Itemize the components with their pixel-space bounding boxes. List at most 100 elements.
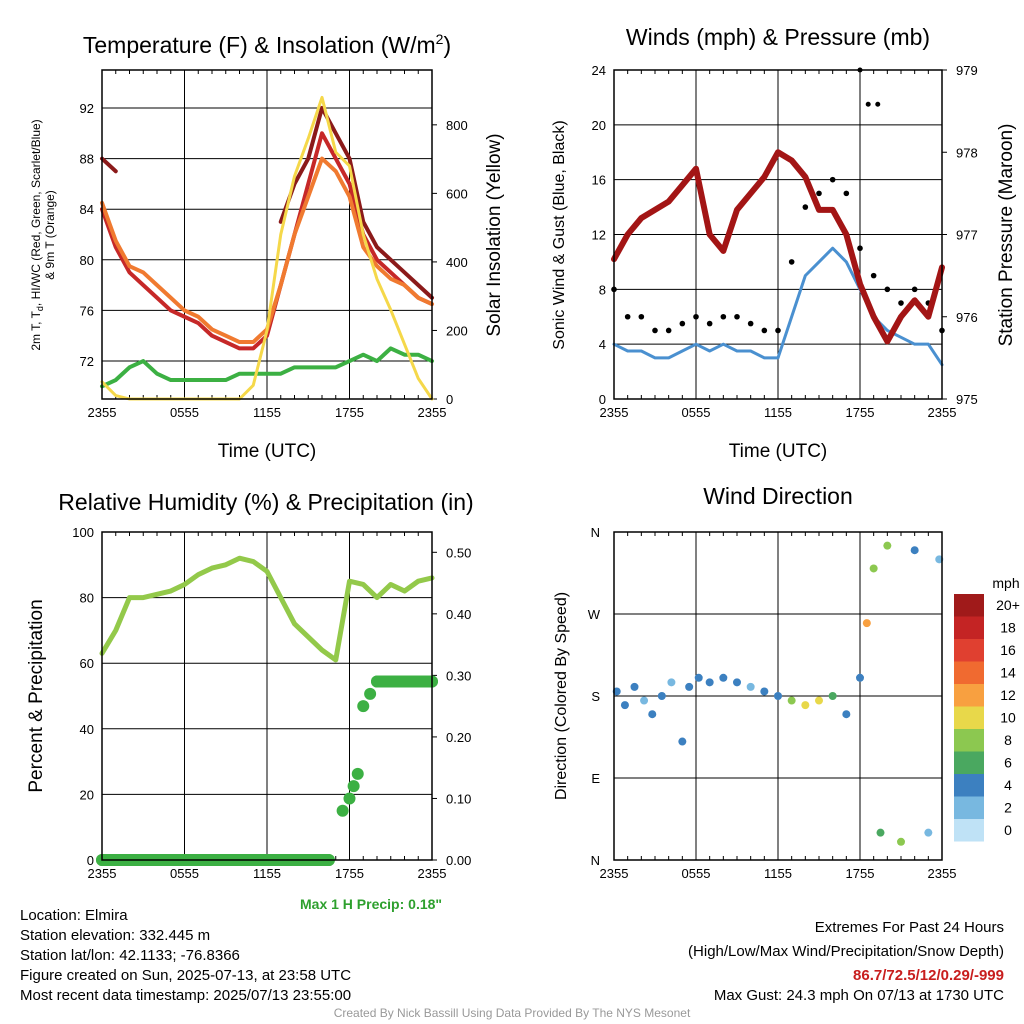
wind-xlabel: Time (UTC) bbox=[729, 441, 828, 462]
y-tick-label: 88 bbox=[80, 152, 94, 167]
direction-point bbox=[719, 673, 728, 682]
y-tick-label: 20 bbox=[80, 787, 94, 802]
recent-text: Most recent data timestamp: 2025/07/13 2… bbox=[20, 987, 352, 1004]
x-tick-label: 0555 bbox=[682, 405, 711, 420]
y2-tick-label: 400 bbox=[446, 255, 468, 270]
y2-tick-label: 976 bbox=[956, 310, 978, 325]
gust-point bbox=[734, 313, 740, 320]
extremes-info: Extremes For Past 24 Hours (High/Low/Max… bbox=[688, 918, 1004, 1006]
direction-point bbox=[828, 692, 837, 700]
direction-point bbox=[883, 541, 892, 550]
x-tick-label: 1755 bbox=[846, 866, 875, 881]
colorbar-label: 0 bbox=[1004, 822, 1012, 838]
wind-ylabel-left: Sonic Wind & Gust (Blue, Black) bbox=[551, 120, 568, 349]
gust-point bbox=[843, 190, 850, 197]
y-tick-label: 4 bbox=[599, 337, 606, 352]
colorbar-swatch bbox=[954, 639, 984, 662]
gust-point bbox=[679, 320, 686, 327]
y-tick-label: 84 bbox=[80, 202, 94, 217]
gust-point bbox=[802, 204, 809, 210]
y-tick-label: 24 bbox=[592, 63, 606, 78]
gust-point bbox=[898, 300, 904, 306]
gust-point bbox=[857, 245, 863, 252]
x-tick-label: 2355 bbox=[928, 866, 957, 881]
direction-point bbox=[678, 737, 687, 746]
rh-ylabel-left: Percent & Precipitation bbox=[26, 599, 47, 792]
y2-tick-label: 600 bbox=[446, 186, 468, 201]
y2-tick-label: 0.50 bbox=[446, 545, 471, 560]
created-text: Figure created on Sun, 2025-07-13, at 23… bbox=[20, 967, 352, 984]
colorbar-swatch bbox=[954, 616, 984, 639]
x-tick-label: 1755 bbox=[846, 405, 875, 420]
gust-point bbox=[747, 320, 754, 327]
y-tick-label: 92 bbox=[80, 101, 94, 116]
colorbar-swatch bbox=[954, 796, 984, 819]
direction-point bbox=[620, 701, 629, 710]
extremes-subtitle: (High/Low/Max Wind/Precipitation/Snow De… bbox=[688, 943, 1004, 960]
extremes-title: Extremes For Past 24 Hours bbox=[814, 919, 1004, 936]
colorbar-swatch bbox=[954, 729, 984, 752]
gust-point bbox=[816, 190, 822, 197]
colorbar-label: 16 bbox=[1000, 642, 1016, 658]
direction-point bbox=[897, 837, 905, 846]
y-tick-label: 12 bbox=[592, 228, 606, 243]
y2-tick-label: 200 bbox=[446, 323, 468, 338]
gust-point bbox=[911, 286, 918, 293]
y2-tick-label: 0.20 bbox=[446, 730, 471, 745]
y-tick-label: 76 bbox=[80, 303, 94, 318]
colorbar-label: 10 bbox=[1000, 710, 1016, 726]
colorbar-label: 14 bbox=[1000, 665, 1016, 681]
direction-point bbox=[774, 692, 782, 700]
direction-point bbox=[910, 546, 919, 555]
y-tick-label: W bbox=[588, 607, 601, 622]
direction-point bbox=[667, 678, 676, 687]
colorbar-label: 6 bbox=[1004, 755, 1012, 771]
y-tick-label: N bbox=[591, 853, 600, 868]
gust-point bbox=[870, 272, 877, 279]
x-tick-label: 2355 bbox=[600, 866, 629, 881]
precip-point bbox=[347, 780, 360, 793]
y2-tick-label: 0.30 bbox=[446, 668, 471, 683]
colorbar-label: 12 bbox=[1000, 687, 1016, 703]
direction-point bbox=[924, 828, 933, 837]
x-tick-label: 2355 bbox=[88, 405, 117, 420]
y-tick-label: 100 bbox=[72, 525, 94, 540]
plot-frame bbox=[101, 69, 433, 400]
direction-point bbox=[705, 678, 714, 687]
elevation-text: Station elevation: 332.445 m bbox=[20, 927, 211, 944]
x-tick-label: 1155 bbox=[253, 405, 281, 420]
direction-point bbox=[856, 673, 864, 682]
dir-title: Wind Direction bbox=[703, 483, 853, 509]
y-tick-label: 8 bbox=[599, 282, 606, 297]
colorbar-swatch bbox=[954, 661, 984, 684]
y-tick-label: 80 bbox=[80, 591, 94, 606]
colorbar-title: mph bbox=[992, 575, 1019, 591]
series-line bbox=[100, 156, 118, 174]
plot-frame bbox=[613, 531, 943, 861]
station-info: Location: Elmira Station elevation: 332.… bbox=[20, 906, 351, 1006]
y2-tick-label: 978 bbox=[956, 145, 978, 160]
y-tick-label: 0 bbox=[599, 392, 606, 407]
colorbar-label: 8 bbox=[1004, 732, 1012, 748]
gust-point bbox=[652, 327, 658, 334]
temp-xlabel: Time (UTC) bbox=[218, 441, 317, 462]
direction-point bbox=[640, 696, 649, 705]
colorbar-swatch bbox=[954, 751, 984, 774]
temp-ylabel-right: Solar Insolation (Yellow) bbox=[484, 133, 505, 336]
colorbar-label: 20+ bbox=[996, 597, 1020, 613]
direction-point bbox=[657, 692, 666, 700]
colorbar: mph 20+ 18 16 14 12 10 8 6 4 2 0 bbox=[954, 575, 1020, 842]
wind-ylabel-right: Station Pressure (Maroon) bbox=[996, 124, 1017, 347]
precip-point bbox=[336, 804, 349, 817]
panel-0: 2355 0555 1155 1755 2355 72 76 80 84 88 92 0 200 400 6… bbox=[80, 69, 468, 420]
direction-point bbox=[733, 678, 741, 687]
precip-point bbox=[343, 792, 356, 805]
series-line bbox=[612, 246, 944, 367]
plot-layer: 2355 0555 1155 1755 235572768084889202004006… bbox=[72, 63, 1020, 881]
x-tick-label: 1755 bbox=[335, 866, 364, 881]
x-tick-label: 2355 bbox=[600, 405, 629, 420]
series-line bbox=[100, 346, 434, 389]
y-tick-label: 80 bbox=[80, 253, 94, 268]
